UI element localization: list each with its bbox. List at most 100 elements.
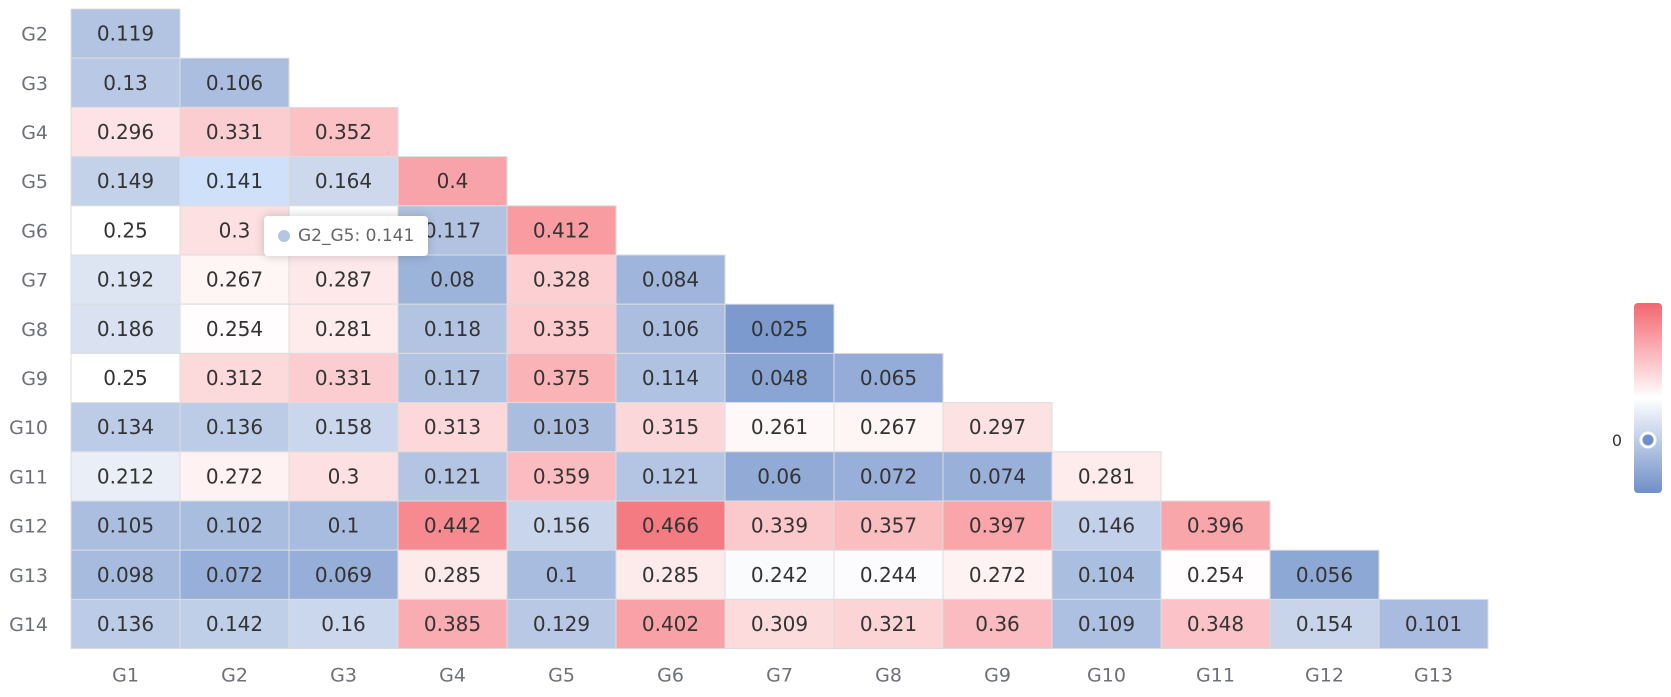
- heatmap-cell-G2-G7[interactable]: [179, 254, 290, 305]
- heatmap-cell-G9-G11[interactable]: [942, 451, 1053, 502]
- cell-value-label: 0.117: [424, 218, 481, 242]
- cell-value-label: 0.117: [424, 366, 481, 390]
- heatmap-cell-G7-G10[interactable]: [724, 402, 835, 453]
- x-tick-label: G6: [657, 665, 684, 687]
- heatmap-cell-G6-G13[interactable]: [615, 549, 726, 600]
- heatmap-cell-G11-G14[interactable]: [1160, 598, 1271, 650]
- heatmap-cell-G10-G11[interactable]: [1051, 451, 1162, 502]
- heatmap-cell-G9-G12[interactable]: [942, 500, 1053, 551]
- heatmap-cell-G5-G11[interactable]: [506, 451, 617, 502]
- heatmap-cell-G7-G8[interactable]: [724, 303, 835, 354]
- heatmap-cell-G5-G7[interactable]: [506, 254, 617, 305]
- heatmap-cell-G11-G13[interactable]: [1160, 549, 1271, 600]
- heatmap-cell-G1-G14[interactable]: [70, 598, 181, 650]
- cell-value-label: 0.242: [751, 563, 808, 587]
- cell-value-label: 0.114: [642, 366, 699, 390]
- heatmap-cell-G3-G14[interactable]: [288, 598, 399, 650]
- heatmap-cell-G1-G8[interactable]: [70, 303, 181, 354]
- heatmap-cell-G2-G8[interactable]: [179, 303, 290, 354]
- heatmap-cell-G2-G3[interactable]: [179, 57, 290, 108]
- heatmap-cell-G1-G2[interactable]: [70, 8, 181, 59]
- cell-value-label: 0.212: [97, 464, 154, 488]
- heatmap-cell-G5-G14[interactable]: [506, 598, 617, 650]
- cell-value-label: 0.315: [642, 415, 699, 439]
- cell-value-label: 0.466: [642, 514, 699, 538]
- heatmap-cell-G3-G4[interactable]: [288, 106, 399, 158]
- visual-map[interactable]: 0: [1612, 303, 1662, 493]
- heatmap-cell-G3-G10[interactable]: [288, 402, 399, 453]
- cell-value-label: 0.192: [97, 268, 154, 292]
- heatmap-cell-G1-G3[interactable]: [70, 57, 181, 108]
- visual-map-bar[interactable]: [1634, 303, 1662, 493]
- heatmap-cell-G4-G7[interactable]: [397, 254, 508, 305]
- cell-value-label: 0.357: [860, 514, 917, 538]
- cell-value-label: 0.254: [1187, 563, 1244, 587]
- heatmap-cell-G2-G5[interactable]: [179, 156, 290, 207]
- y-tick-label: G3: [21, 73, 48, 95]
- heatmap-cell-G9-G10[interactable]: [942, 402, 1053, 453]
- cell-value-label: 0.281: [1078, 464, 1135, 488]
- heatmap-cell-G1-G13[interactable]: [70, 549, 181, 600]
- heatmap-cell-G2-G10[interactable]: [179, 402, 290, 453]
- heatmap-cell-G9-G13[interactable]: [942, 549, 1053, 600]
- cell-value-label: 0.261: [751, 415, 808, 439]
- heatmap-cell-G3-G7[interactable]: [288, 254, 399, 305]
- heatmap-cell-G13-G14[interactable]: [1378, 598, 1489, 650]
- heatmap-cell-G8-G14[interactable]: [833, 598, 944, 650]
- heatmap-cell-G6-G14[interactable]: [615, 598, 726, 650]
- heatmap-cell-G2-G11[interactable]: [179, 451, 290, 502]
- heatmap-cell-G7-G13[interactable]: [724, 549, 835, 600]
- cell-value-label: 0.106: [206, 71, 263, 95]
- heatmap-cell-G1-G11[interactable]: [70, 451, 181, 502]
- heatmap-cell-G1-G10[interactable]: [70, 402, 181, 453]
- cell-value-label: 0.352: [315, 120, 372, 144]
- cell-value-label: 0.321: [860, 612, 917, 636]
- heatmap-cell-G2-G13[interactable]: [179, 549, 290, 600]
- cell-value-label: 0.442: [424, 514, 481, 538]
- heatmap-cell-G4-G14[interactable]: [397, 598, 508, 650]
- tooltip-text: G2_G5: 0.141: [298, 226, 415, 246]
- heatmap-cell-G10-G13[interactable]: [1051, 549, 1162, 600]
- cell-value-label: 0.331: [315, 366, 372, 390]
- cell-value-label: 0.272: [969, 563, 1026, 587]
- heatmap-cell-G4-G8[interactable]: [397, 303, 508, 354]
- heatmap-cell-G1-G12[interactable]: [70, 500, 181, 551]
- heatmap-cell-G10-G14[interactable]: [1051, 598, 1162, 650]
- heatmap-cell-G4-G11[interactable]: [397, 451, 508, 502]
- visual-map-handle-icon[interactable]: [1639, 431, 1657, 449]
- cell-value-label: 0.402: [642, 612, 699, 636]
- heatmap-cell-G6-G7[interactable]: [615, 254, 726, 305]
- heatmap-cell-G3-G9[interactable]: [288, 352, 399, 404]
- heatmap-cell-G7-G14[interactable]: [724, 598, 835, 650]
- heatmap-cell-G5-G6[interactable]: [506, 205, 617, 256]
- heatmap-cell-G4-G13[interactable]: [397, 549, 508, 600]
- heatmap-cell-G1-G7[interactable]: [70, 254, 181, 305]
- heatmap-cell-G3-G13[interactable]: [288, 549, 399, 600]
- heatmap-cell-G8-G13[interactable]: [833, 549, 944, 600]
- heatmap-cell-G4-G10[interactable]: [397, 402, 508, 453]
- heatmap-cell-G6-G10[interactable]: [615, 402, 726, 453]
- heatmap-cell-G4-G5[interactable]: [397, 156, 508, 207]
- heatmap-cell-G8-G11[interactable]: [833, 451, 944, 502]
- y-tick-label: G8: [21, 319, 48, 341]
- heatmap-cell-G4-G12[interactable]: [397, 500, 508, 551]
- cell-value-label: 0.141: [206, 169, 263, 193]
- heatmap-cell-G9-G14[interactable]: [942, 598, 1053, 650]
- heatmap-cell-G6-G12[interactable]: [615, 500, 726, 551]
- cell-value-label: 0.313: [424, 415, 481, 439]
- heatmap-cell-G11-G12[interactable]: [1160, 500, 1271, 551]
- heatmap-cell-G6-G8[interactable]: [615, 303, 726, 354]
- heatmap-cell-G12-G13[interactable]: [1269, 549, 1380, 600]
- cell-value-label: 0.06: [757, 464, 802, 488]
- cell-value-label: 0.396: [1187, 514, 1244, 538]
- heatmap-cell-G1-G4[interactable]: [70, 106, 181, 158]
- heatmap-cell-G1-G9[interactable]: [70, 352, 181, 404]
- cell-value-label: 0.08: [430, 268, 475, 292]
- heatmap-cell-G8-G9[interactable]: [833, 352, 944, 404]
- cell-value-label: 0.084: [642, 268, 699, 292]
- cell-value-label: 0.072: [860, 464, 917, 488]
- heatmap-cell-G6-G11[interactable]: [615, 451, 726, 502]
- heatmap-cell-G3-G11[interactable]: [288, 451, 399, 502]
